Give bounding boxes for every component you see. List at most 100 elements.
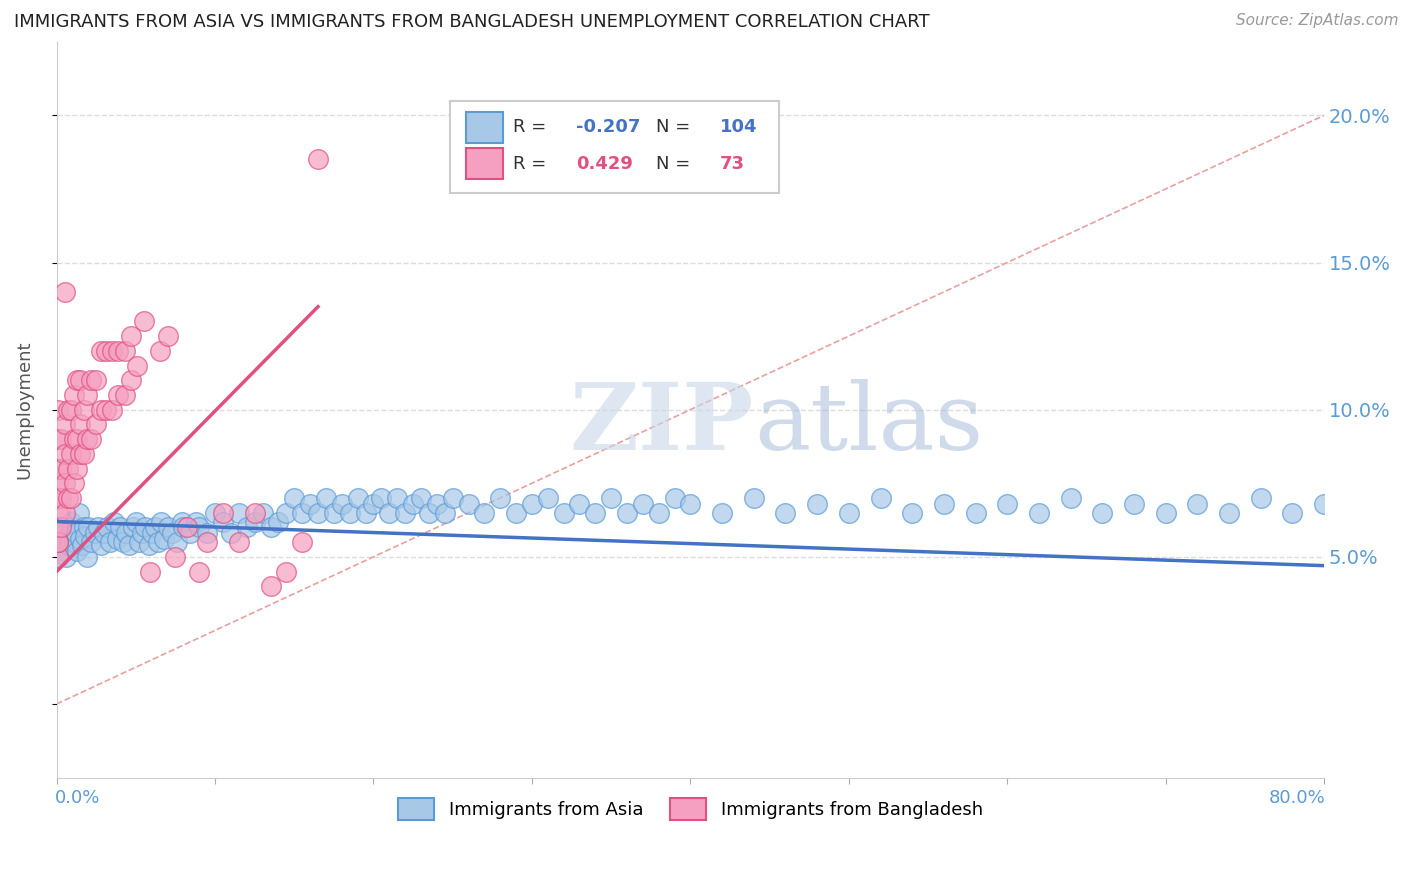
Point	[87, 520, 110, 534]
Point	[53, 506, 76, 520]
Point	[141, 526, 163, 541]
Point	[107, 388, 129, 402]
Point	[1187, 497, 1209, 511]
Point	[131, 526, 153, 541]
Point	[1218, 506, 1240, 520]
Point	[70, 538, 93, 552]
Point	[1028, 506, 1050, 520]
Point	[139, 565, 162, 579]
Point	[65, 526, 87, 541]
Point	[162, 526, 184, 541]
Point	[69, 373, 91, 387]
Point	[56, 402, 79, 417]
Point	[90, 402, 112, 417]
Point	[553, 506, 575, 520]
Point	[51, 432, 73, 446]
Point	[72, 520, 94, 534]
Y-axis label: Unemployment: Unemployment	[15, 341, 32, 479]
Text: IMMIGRANTS FROM ASIA VS IMMIGRANTS FROM BANGLADESH UNEMPLOYMENT CORRELATION CHAR: IMMIGRANTS FROM ASIA VS IMMIGRANTS FROM …	[14, 13, 929, 31]
Legend: Immigrants from Asia, Immigrants from Bangladesh: Immigrants from Asia, Immigrants from Ba…	[391, 791, 990, 828]
Point	[53, 285, 76, 299]
Point	[127, 359, 149, 373]
Point	[53, 447, 76, 461]
Point	[46, 476, 69, 491]
Point	[46, 461, 69, 475]
Point	[212, 506, 235, 520]
Point	[283, 491, 305, 505]
Point	[120, 329, 142, 343]
Point	[647, 506, 669, 520]
Point	[156, 520, 179, 534]
Point	[166, 535, 188, 549]
Text: N =: N =	[657, 155, 696, 173]
Point	[339, 506, 361, 520]
Point	[58, 538, 80, 552]
Point	[742, 491, 765, 505]
Point	[170, 515, 193, 529]
Point	[489, 491, 512, 505]
Point	[114, 388, 136, 402]
Point	[418, 506, 440, 520]
Point	[409, 491, 432, 505]
Point	[315, 491, 337, 505]
FancyBboxPatch shape	[450, 101, 779, 193]
Point	[128, 535, 150, 549]
Point	[108, 520, 131, 534]
Point	[96, 520, 118, 534]
Point	[63, 535, 86, 549]
Point	[59, 515, 82, 529]
Point	[56, 529, 79, 543]
Point	[49, 535, 72, 549]
Point	[1059, 491, 1081, 505]
Text: atlas: atlas	[754, 379, 983, 469]
Point	[143, 520, 166, 534]
Point	[76, 549, 98, 564]
Point	[90, 538, 112, 552]
Point	[243, 506, 266, 520]
Point	[228, 506, 250, 520]
Point	[53, 476, 76, 491]
Point	[711, 506, 734, 520]
Point	[105, 532, 128, 546]
Point	[568, 497, 591, 511]
Point	[276, 565, 298, 579]
Point	[322, 506, 344, 520]
Point	[77, 520, 100, 534]
Point	[259, 579, 281, 593]
Point	[46, 506, 69, 520]
Point	[66, 544, 89, 558]
Point	[94, 402, 117, 417]
Point	[80, 373, 103, 387]
Point	[291, 535, 314, 549]
Point	[600, 491, 623, 505]
Point	[212, 515, 235, 529]
Point	[457, 497, 479, 511]
Point	[441, 491, 464, 505]
Point	[346, 491, 368, 505]
Point	[67, 506, 90, 520]
Text: Source: ZipAtlas.com: Source: ZipAtlas.com	[1236, 13, 1399, 29]
Point	[176, 520, 198, 534]
Text: 73: 73	[720, 155, 745, 173]
Point	[869, 491, 891, 505]
Point	[267, 515, 290, 529]
Point	[115, 526, 138, 541]
Text: 0.0%: 0.0%	[55, 789, 101, 806]
Point	[426, 497, 449, 511]
Point	[901, 506, 924, 520]
Point	[583, 506, 606, 520]
Point	[204, 506, 226, 520]
Point	[1154, 506, 1177, 520]
Point	[94, 343, 117, 358]
Text: R =: R =	[513, 155, 553, 173]
Point	[51, 520, 73, 534]
Point	[775, 506, 797, 520]
Point	[46, 402, 69, 417]
Point	[631, 497, 654, 511]
Point	[243, 515, 266, 529]
Point	[84, 373, 107, 387]
Point	[1281, 506, 1303, 520]
Point	[387, 491, 409, 505]
Point	[63, 476, 86, 491]
Point	[188, 565, 211, 579]
